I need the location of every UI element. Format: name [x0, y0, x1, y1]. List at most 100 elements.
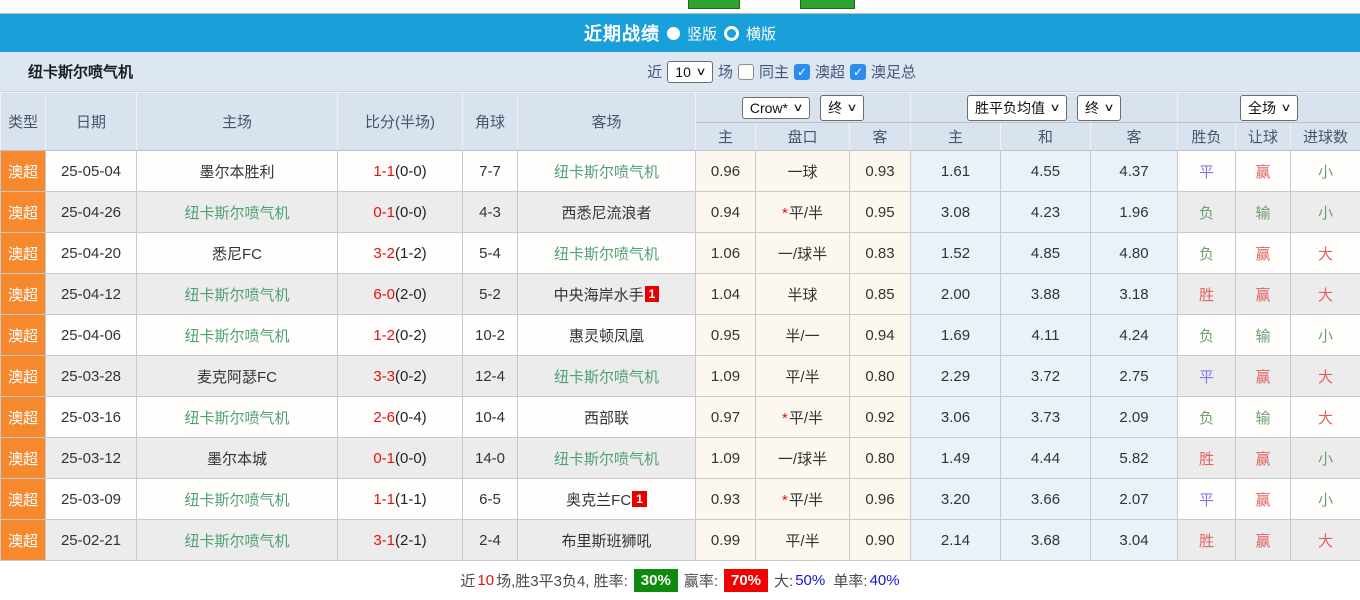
goals-result-cell: 小 — [1290, 314, 1360, 356]
avg-group-header: 胜平负均值 ∨ 终 ∨ — [910, 92, 1179, 123]
corners-cell: 6-5 — [462, 478, 518, 520]
col-header-corners: 角球 — [462, 92, 518, 151]
goals-result-cell: 小 — [1290, 191, 1360, 233]
handicap-result-cell: 输 — [1235, 191, 1292, 233]
avg-draw-cell: 3.68 — [1000, 519, 1092, 561]
vertical-layout-radio[interactable] — [666, 26, 680, 40]
odds-company-select[interactable]: Crow* ∨ — [741, 96, 811, 119]
partial-green-button[interactable] — [688, 0, 740, 9]
avg-away-cell: 2.07 — [1090, 478, 1179, 520]
avg-type-value: 胜平负均值 — [974, 99, 1045, 116]
home-team-cell: 纽卡斯尔喷气机 — [136, 314, 338, 356]
home-team-cell: 纽卡斯尔喷气机 — [136, 396, 338, 438]
handicap-cell: 一/球半 — [755, 437, 850, 479]
odds-home-cell: 1.06 — [695, 232, 756, 274]
avg-draw-cell: 3.88 — [1000, 273, 1092, 315]
odds-away-cell: 0.80 — [848, 437, 912, 479]
partial-green-button[interactable] — [800, 0, 855, 9]
handicap-result-cell: 赢 — [1235, 437, 1292, 479]
avg-time-value: 终 — [1085, 99, 1100, 116]
league-cell: 澳超 — [0, 478, 46, 520]
handicap-result-cell: 赢 — [1235, 519, 1292, 561]
changed-handicap-star: * — [781, 204, 788, 222]
aleague-label[interactable]: 澳超 — [814, 64, 845, 81]
corners-cell: 5-4 — [462, 232, 518, 274]
handicap-result-cell: 赢 — [1235, 150, 1292, 192]
match-count-value: 10 — [675, 63, 691, 80]
avg-away-cell: 5.82 — [1090, 437, 1179, 479]
result-cell: 胜 — [1177, 437, 1237, 479]
league-cell: 澳超 — [0, 355, 46, 397]
goals-result-cell: 小 — [1290, 478, 1360, 520]
odds-away-cell: 0.93 — [848, 150, 912, 192]
score-cell: 3-2(1-2) — [337, 232, 463, 274]
table-row: 澳超 25-05-04 墨尔本胜利 1-1(0-0) 7-7 纽卡斯尔喷气机 0.96 一球 0… — [0, 150, 1360, 192]
summary-near-label: 近 — [460, 572, 476, 590]
avg-away-cell: 4.37 — [1090, 150, 1179, 192]
handicap-cell: 平/半 — [755, 519, 850, 561]
col-header-date: 日期 — [45, 92, 137, 151]
date-cell: 25-03-09 — [45, 478, 137, 520]
avg-time-select[interactable]: 终 ∨ — [1077, 94, 1122, 121]
corners-cell: 14-0 — [462, 437, 518, 479]
handicap-cell: *平/半 — [755, 478, 850, 520]
col-header-home: 主场 — [136, 92, 338, 151]
odds-time-select[interactable]: 终 ∨ — [820, 94, 865, 121]
same-home-label[interactable]: 同主 — [758, 64, 789, 81]
goals-result-cell: 大 — [1290, 232, 1360, 274]
handicap-cell: 平/半 — [755, 355, 850, 397]
date-cell: 25-03-28 — [45, 355, 137, 397]
date-cell: 25-04-26 — [45, 191, 137, 233]
avg-home-cell: 3.20 — [910, 478, 1002, 520]
table-row: 澳超 25-03-16 纽卡斯尔喷气机 2-6(0-4) 10-4 西部联 0.97 *平/半… — [0, 396, 1360, 438]
avg-draw-cell: 3.73 — [1000, 396, 1092, 438]
goals-result-cell: 小 — [1290, 150, 1360, 192]
league-cell: 澳超 — [0, 396, 46, 438]
red-card-badge: 1 — [644, 285, 660, 302]
away-team-cell: 西悉尼流浪者 — [517, 191, 696, 233]
odds-away-cell: 0.85 — [848, 273, 912, 315]
odds-home-cell: 1.09 — [695, 355, 756, 397]
avg-away-cell: 3.04 — [1090, 519, 1179, 561]
table-row: 澳超 25-04-20 悉尼FC 3-2(1-2) 5-4 纽卡斯尔喷气机 1.06 一/球半… — [0, 232, 1360, 274]
date-cell: 25-03-16 — [45, 396, 137, 438]
handicap-cell: 一/球半 — [755, 232, 850, 274]
league-cell: 澳超 — [0, 232, 46, 274]
subcol-avg-draw: 和 — [1000, 122, 1092, 151]
aleague-checkbox[interactable]: ✓ — [793, 63, 810, 80]
same-home-checkbox[interactable] — [737, 63, 754, 80]
corners-cell: 7-7 — [462, 150, 518, 192]
cup-checkbox[interactable]: ✓ — [849, 63, 866, 80]
subcol-odds-home: 主 — [695, 122, 756, 151]
cup-label[interactable]: 澳足总 — [870, 64, 916, 81]
result-cell: 胜 — [1177, 273, 1237, 315]
handicap-result-cell: 赢 — [1235, 273, 1292, 315]
changed-handicap-star: * — [781, 409, 788, 427]
header-row-groups: 类型 日期 主场 比分(半场) 角球 客场 Crow* ∨ 终 ∨ — [0, 92, 1360, 151]
horizontal-layout-label[interactable]: 横版 — [746, 25, 777, 43]
result-scope-select[interactable]: 全场 ∨ — [1240, 94, 1299, 121]
single-rate: 40% — [869, 571, 900, 589]
away-team-cell: 纽卡斯尔喷气机 — [517, 437, 696, 479]
home-team-cell: 纽卡斯尔喷气机 — [136, 191, 338, 233]
odds-away-cell: 0.90 — [848, 519, 912, 561]
avg-draw-cell: 3.72 — [1000, 355, 1092, 397]
score-cell: 2-6(0-4) — [337, 396, 463, 438]
odds-home-cell: 0.94 — [695, 191, 756, 233]
win-rate-badge: 30% — [633, 568, 678, 592]
vertical-layout-label[interactable]: 竖版 — [686, 25, 717, 43]
odds-company-value: Crow* — [749, 99, 788, 116]
horizontal-layout-radio[interactable] — [724, 25, 739, 41]
match-count-select[interactable]: 10 ∨ — [667, 60, 713, 83]
odds-away-cell: 0.95 — [848, 191, 912, 233]
score-cell: 3-3(0-2) — [337, 355, 463, 397]
handicap-cell: 一球 — [755, 150, 850, 192]
avg-type-select[interactable]: 胜平负均值 ∨ — [966, 94, 1068, 121]
result-cell: 平 — [1177, 478, 1237, 520]
top-cropped-strip — [0, 0, 1360, 14]
odds-home-cell: 1.09 — [695, 437, 756, 479]
date-cell: 25-05-04 — [45, 150, 137, 192]
home-team-cell: 墨尔本城 — [136, 437, 338, 479]
result-scope-value: 全场 — [1248, 99, 1276, 116]
big-label: 大: — [774, 572, 794, 590]
